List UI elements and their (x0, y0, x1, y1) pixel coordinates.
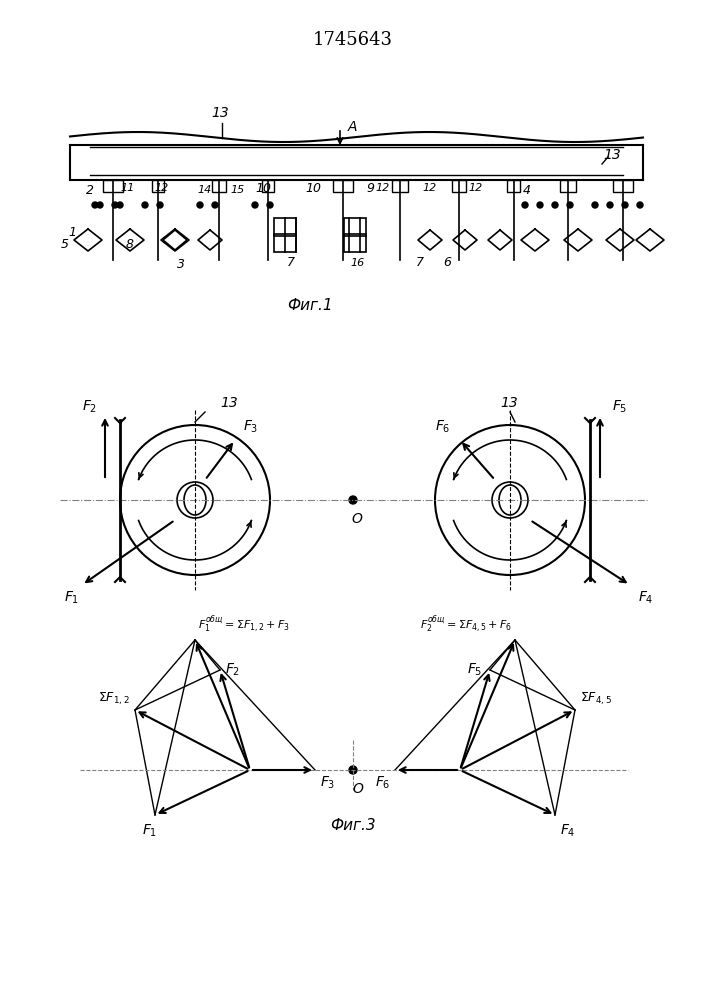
Text: $F_2$: $F_2$ (83, 399, 98, 415)
Bar (344, 234, 366, 252)
Circle shape (567, 202, 573, 208)
Bar (344, 218, 366, 236)
Circle shape (552, 202, 558, 208)
Text: 10: 10 (255, 182, 271, 194)
Text: Фиг.3: Фиг.3 (330, 818, 376, 832)
Text: 13: 13 (500, 396, 518, 410)
Circle shape (157, 202, 163, 208)
Bar (507, 180, 520, 192)
Text: $F_3$: $F_3$ (320, 775, 335, 791)
Text: 1: 1 (68, 226, 76, 238)
Circle shape (97, 202, 103, 208)
Bar (262, 180, 274, 192)
Text: 3: 3 (177, 258, 185, 271)
Circle shape (112, 202, 118, 208)
Text: 12: 12 (155, 183, 169, 193)
Text: 7: 7 (416, 256, 424, 269)
Text: A: A (348, 120, 358, 134)
Bar (274, 218, 296, 236)
Bar (332, 180, 353, 192)
Text: 5: 5 (61, 238, 69, 251)
Circle shape (252, 202, 258, 208)
Text: 11: 11 (121, 183, 135, 193)
Circle shape (212, 202, 218, 208)
Text: 12: 12 (423, 183, 437, 193)
Text: $\Sigma F_{4,5}$: $\Sigma F_{4,5}$ (580, 691, 612, 707)
Text: $F_5$: $F_5$ (612, 399, 627, 415)
Circle shape (349, 766, 357, 774)
Text: 2: 2 (86, 184, 94, 196)
Bar (612, 180, 633, 192)
Circle shape (592, 202, 598, 208)
Circle shape (197, 202, 203, 208)
Circle shape (537, 202, 543, 208)
Text: $F_1$: $F_1$ (64, 590, 80, 606)
Text: O: O (351, 512, 363, 526)
Text: $F_5$: $F_5$ (467, 662, 482, 678)
Text: 4: 4 (523, 184, 531, 196)
Text: 12: 12 (469, 183, 483, 193)
Bar (560, 180, 576, 192)
Bar (212, 180, 226, 192)
Circle shape (637, 202, 643, 208)
Bar (392, 180, 408, 192)
Bar (151, 180, 163, 192)
Text: 8: 8 (126, 238, 134, 251)
Text: 12: 12 (376, 183, 390, 193)
Circle shape (267, 202, 273, 208)
Text: 13: 13 (603, 148, 621, 162)
Text: $F_2$: $F_2$ (225, 662, 240, 678)
Text: $F_4$: $F_4$ (638, 590, 653, 606)
Circle shape (142, 202, 148, 208)
Text: $F_3$: $F_3$ (243, 419, 258, 435)
Text: 15: 15 (231, 185, 245, 195)
Text: 9: 9 (366, 182, 374, 194)
Circle shape (522, 202, 528, 208)
Circle shape (349, 496, 357, 504)
Text: $\Sigma F_{1,2}$: $\Sigma F_{1,2}$ (98, 691, 130, 707)
Circle shape (622, 202, 628, 208)
Text: $F_1$: $F_1$ (142, 823, 158, 839)
Text: Фиг.1: Фиг.1 (287, 298, 333, 312)
Circle shape (92, 202, 98, 208)
Text: 1745643: 1745643 (313, 31, 393, 49)
Text: 13: 13 (220, 396, 238, 410)
Text: O: O (353, 782, 363, 796)
Bar (103, 180, 122, 192)
Text: 6: 6 (443, 256, 451, 269)
Circle shape (117, 202, 123, 208)
Circle shape (607, 202, 613, 208)
Text: $F_2^{общ}=\Sigma F_{4,5}+F_6$: $F_2^{общ}=\Sigma F_{4,5}+F_6$ (420, 614, 512, 635)
Bar (452, 180, 466, 192)
Text: $F_1^{общ}=\Sigma F_{1,2}+F_3$: $F_1^{общ}=\Sigma F_{1,2}+F_3$ (198, 614, 290, 635)
Text: 16: 16 (351, 258, 365, 268)
Text: 14: 14 (198, 185, 212, 195)
Text: $F_6$: $F_6$ (435, 419, 450, 435)
Text: 10: 10 (305, 182, 321, 194)
Text: 7: 7 (287, 256, 295, 269)
Text: $F_4$: $F_4$ (560, 823, 575, 839)
Text: $F_6$: $F_6$ (375, 775, 390, 791)
Bar (274, 234, 296, 252)
Text: 13: 13 (211, 106, 229, 120)
